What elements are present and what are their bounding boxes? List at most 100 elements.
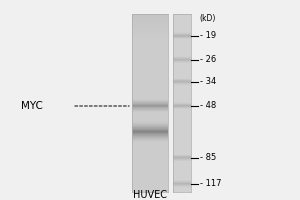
Bar [132,93,168,94]
Bar [132,137,168,138]
Bar [132,31,168,32]
Bar [172,82,190,83]
Bar [172,67,190,68]
Bar [172,103,190,104]
Bar [132,19,168,20]
Bar [172,135,190,136]
Bar [172,140,190,141]
Bar [172,27,190,28]
Bar [132,26,168,27]
Bar [172,96,190,97]
Bar [132,143,168,144]
Bar [172,134,190,135]
Bar [132,183,168,184]
Bar [172,106,190,107]
Bar [172,172,190,173]
Bar [132,140,168,141]
Bar [172,32,190,33]
Bar [132,151,168,152]
Bar [132,57,168,58]
Bar [132,15,168,16]
Bar [132,90,168,91]
Bar [172,182,190,183]
Bar [132,58,168,59]
Bar [172,151,190,152]
Bar [132,148,168,149]
Bar [132,68,168,69]
Bar [132,129,168,130]
Bar [172,43,190,44]
Bar [172,120,190,121]
Bar [172,56,190,57]
Bar [132,27,168,28]
Bar [132,134,168,135]
Bar [132,53,168,54]
Bar [132,106,168,107]
Bar [172,150,190,151]
Bar [172,93,190,94]
Bar [132,18,168,19]
Bar [172,121,190,122]
Bar [132,177,168,178]
Bar [172,85,190,86]
Bar [172,64,190,65]
Bar [132,91,168,92]
Bar [172,59,190,60]
Bar [172,97,190,98]
Bar [132,86,168,87]
Bar [132,66,168,67]
Bar [172,70,190,71]
Bar [172,123,190,124]
Bar [172,95,190,96]
Bar [172,184,190,185]
Bar [132,40,168,41]
Bar [132,33,168,34]
Bar [132,74,168,75]
Bar [132,79,168,80]
Bar [132,88,168,89]
Bar [172,33,190,34]
Bar [132,94,168,95]
Bar [172,58,190,59]
Bar [132,125,168,126]
Bar [172,153,190,154]
Bar [172,46,190,47]
Bar [132,154,168,155]
Bar [132,16,168,17]
Bar [172,50,190,51]
Bar [132,56,168,57]
Bar [172,191,190,192]
Bar [132,103,168,104]
Bar [172,142,190,143]
Bar [132,61,168,62]
Bar [132,182,168,183]
Bar [132,184,168,185]
Bar [132,185,168,186]
Bar [132,149,168,150]
Bar [172,178,190,179]
Bar [132,37,168,38]
Bar [172,163,190,164]
Bar [172,90,190,91]
Text: - 34: - 34 [200,77,216,86]
Bar [132,163,168,164]
Bar [172,170,190,171]
Text: - 117: - 117 [200,180,221,188]
Bar [172,149,190,150]
Bar [172,42,190,43]
Bar [172,132,190,133]
Bar [172,54,190,55]
Bar [132,78,168,79]
Bar [172,94,190,95]
Bar [132,69,168,70]
Bar [132,116,168,117]
Bar [132,96,168,97]
Bar [132,142,168,143]
Bar [172,71,190,72]
Bar [132,100,168,101]
Bar [132,73,168,74]
Bar [132,105,168,106]
Bar [132,89,168,90]
Bar [132,179,168,180]
Bar [132,157,168,158]
